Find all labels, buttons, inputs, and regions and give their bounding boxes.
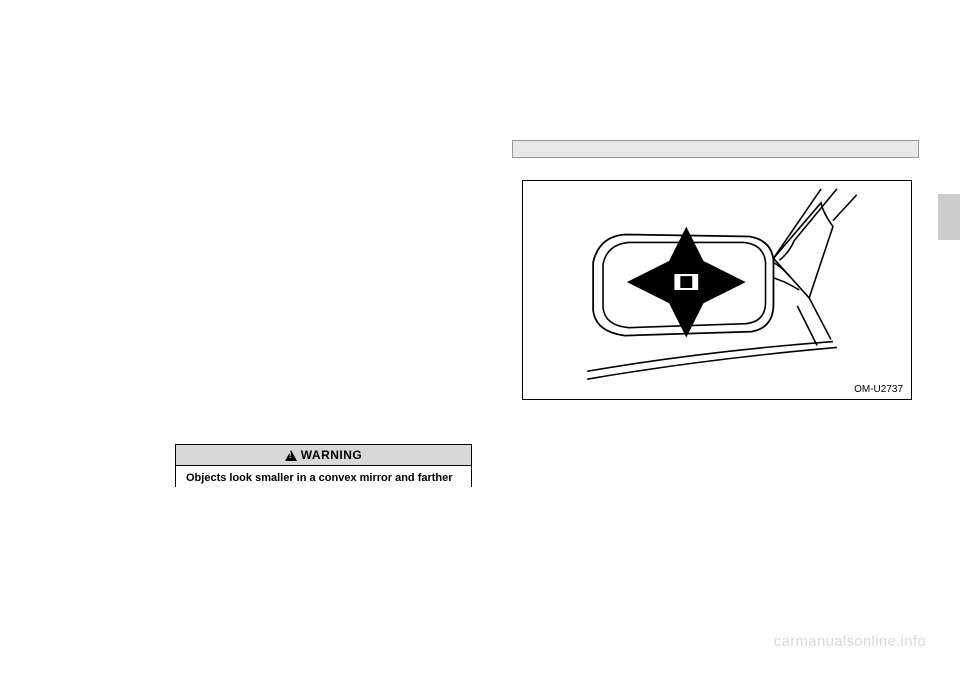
mirror-figure: OM-U2737 xyxy=(522,180,912,400)
section-header-bar xyxy=(512,140,919,158)
warning-callout: WARNING Objects look smaller in a convex… xyxy=(175,444,472,487)
watermark-text: carmanualsonline.info xyxy=(774,633,926,650)
warning-body-text: Objects look smaller in a convex mirror … xyxy=(175,466,472,487)
warning-triangle-icon xyxy=(285,450,297,461)
warning-label: WARNING xyxy=(301,448,363,462)
figure-id-label: OM-U2737 xyxy=(854,384,903,395)
mirror-illustration xyxy=(523,181,911,399)
page-edge-tab xyxy=(938,194,960,240)
warning-header: WARNING xyxy=(175,444,472,466)
